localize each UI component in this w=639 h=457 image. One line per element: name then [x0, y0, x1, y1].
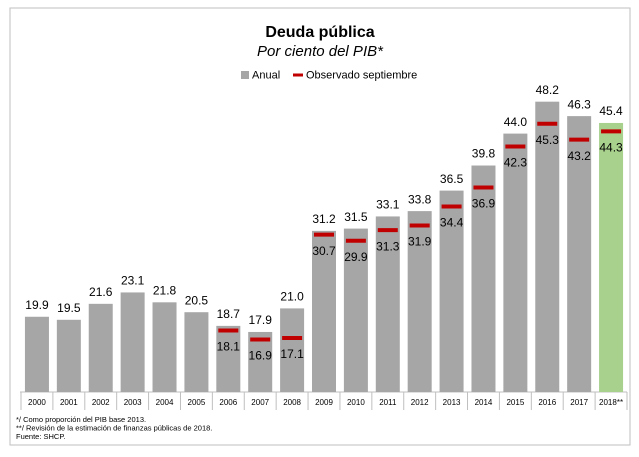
- x-tick-label: 2003: [124, 398, 142, 407]
- x-tick-label: 2010: [347, 398, 365, 407]
- x-tick-label: 2014: [475, 398, 493, 407]
- footnote: **/ Revisión de la estimación de finanza…: [16, 423, 212, 432]
- bar: [248, 331, 273, 392]
- bar: [535, 101, 560, 393]
- bar-value-label: 21.0: [280, 290, 304, 304]
- bar-value-label: 39.8: [472, 147, 496, 161]
- marker-value-label: 31.9: [408, 235, 432, 249]
- x-tick-label: 2004: [156, 398, 174, 407]
- bar-value-label: 31.5: [344, 210, 368, 224]
- legend-label: Observado septiembre: [306, 69, 417, 81]
- bar: [280, 308, 305, 392]
- bar: [24, 316, 49, 392]
- x-tick-label: 2013: [443, 398, 461, 407]
- marker-value-label: 31.3: [376, 239, 400, 253]
- x-tick-label: 2005: [188, 398, 206, 407]
- footnote: Fuente: SHCP.: [16, 432, 65, 441]
- x-tick-label: 2000: [28, 398, 46, 407]
- marker-value-label: 44.3: [599, 140, 623, 154]
- bar: [343, 228, 368, 392]
- bar-value-label: 46.3: [567, 97, 591, 111]
- x-tick-label: 2006: [219, 398, 237, 407]
- bar-value-label: 44.0: [504, 115, 528, 129]
- marker-value-label: 34.4: [440, 216, 464, 230]
- x-tick-label: 2018**: [599, 398, 623, 407]
- bar-value-label: 18.7: [217, 307, 241, 321]
- bar-value-label: 45.4: [599, 104, 623, 118]
- bar: [184, 312, 209, 392]
- x-tick-label: 2015: [506, 398, 524, 407]
- marker-value-label: 43.2: [567, 149, 591, 163]
- bar: [503, 133, 528, 392]
- legend-label: Anual: [252, 69, 280, 81]
- bar: [439, 190, 464, 392]
- chart-title: Deuda pública: [265, 24, 374, 41]
- bar-value-label: 19.9: [25, 298, 49, 312]
- x-tick-label: 2007: [251, 398, 269, 407]
- bar: [599, 122, 624, 393]
- marker-value-label: 29.9: [344, 250, 368, 264]
- footnote: */ Como proporción del PIB base 2013.: [16, 415, 146, 424]
- marker-value-label: 42.3: [504, 156, 528, 170]
- x-tick-label: 2009: [315, 398, 333, 407]
- x-tick-label: 2001: [60, 398, 78, 407]
- bar-value-label: 31.2: [312, 212, 336, 226]
- bar: [216, 325, 241, 392]
- marker-value-label: 45.3: [536, 133, 560, 147]
- bar: [120, 292, 145, 392]
- bar-value-label: 20.5: [185, 293, 209, 307]
- bar-value-label: 36.5: [440, 172, 464, 186]
- bar-value-label: 33.8: [408, 192, 432, 206]
- bar: [407, 211, 432, 392]
- marker-value-label: 16.9: [249, 349, 273, 363]
- x-tick-label: 2002: [92, 398, 110, 407]
- bar-value-label: 19.5: [57, 301, 81, 315]
- marker-value-label: 30.7: [312, 244, 336, 258]
- bar-value-label: 23.1: [121, 274, 145, 288]
- chart-subtitle: Por ciento del PIB*: [257, 43, 384, 60]
- bar-value-label: 21.6: [89, 285, 113, 299]
- x-tick-label: 2012: [411, 398, 429, 407]
- x-tick-label: 2017: [570, 398, 588, 407]
- bar: [567, 116, 592, 393]
- bar: [56, 319, 81, 392]
- bar: [152, 302, 177, 392]
- bar: [375, 216, 400, 392]
- bar: [471, 165, 496, 392]
- x-tick-label: 2011: [379, 398, 397, 407]
- bar: [312, 230, 336, 392]
- bar-value-label: 21.8: [153, 283, 177, 297]
- bar-value-label: 48.2: [536, 83, 560, 97]
- legend-swatch: [241, 71, 249, 79]
- x-tick-label: 2016: [538, 398, 556, 407]
- bar-value-label: 17.9: [249, 313, 273, 327]
- marker-value-label: 18.1: [217, 340, 241, 354]
- marker-value-label: 36.9: [472, 197, 496, 211]
- x-tick-label: 2008: [283, 398, 301, 407]
- bar: [88, 303, 113, 392]
- bar-value-label: 33.1: [376, 198, 400, 212]
- marker-value-label: 17.1: [280, 347, 304, 361]
